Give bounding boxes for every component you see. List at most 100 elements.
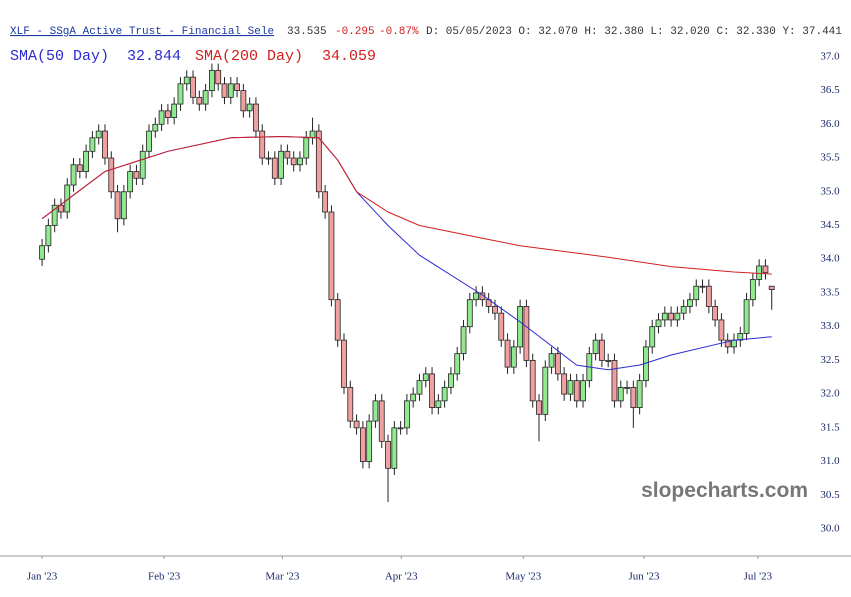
candle-body (724, 339, 731, 348)
candle-body (598, 339, 605, 361)
y-tick-label: 32.0 (820, 388, 840, 400)
candle-body (466, 299, 473, 328)
quote-details: D: 05/05/2023 O: 32.070 H: 32.380 L: 32.… (426, 26, 842, 38)
candle-body (699, 285, 706, 288)
candle-body (454, 353, 461, 375)
candle-body (83, 150, 90, 172)
candle-body (259, 130, 266, 159)
x-tick-label: May '23 (505, 571, 541, 583)
candle-body (102, 130, 108, 159)
candle-body (39, 245, 45, 260)
candle-body (523, 306, 530, 361)
candle-body (762, 265, 769, 274)
symbol-title[interactable]: XLF - SSgA Active Trust - Financial Sele (10, 26, 274, 38)
candle-body (328, 211, 335, 301)
candle-body (322, 191, 329, 213)
candle-body (315, 130, 322, 193)
candle-body (548, 353, 555, 368)
candle-body (378, 400, 385, 442)
sma200-value: 34.059 (322, 48, 376, 65)
sma-line (41, 135, 772, 371)
candle-body (76, 164, 83, 172)
sma50-value: 32.844 (127, 48, 181, 65)
x-tick-label: Jul '23 (744, 571, 773, 583)
candle-body (536, 400, 542, 415)
candle-body (45, 225, 52, 247)
candle-body (108, 157, 115, 193)
y-tick-label: 30.0 (820, 523, 840, 535)
candle-body (309, 130, 316, 139)
candle-body (359, 427, 366, 462)
candle-body (731, 339, 737, 348)
candle-body (334, 299, 341, 341)
y-tick-label: 37.0 (820, 50, 840, 62)
candle-body (139, 150, 146, 179)
candle-body (196, 96, 203, 105)
candle-body (385, 440, 391, 469)
candle-body (624, 386, 630, 389)
candle-body (668, 312, 674, 321)
candle-body (567, 380, 574, 395)
candle-body (749, 279, 756, 301)
candle-body (158, 110, 165, 125)
candle-body (693, 285, 700, 301)
candle-body (95, 130, 102, 139)
candle-body (284, 150, 291, 159)
candle-body (448, 373, 454, 388)
candle-body (114, 191, 121, 220)
quote-change: -0.295 (335, 26, 375, 38)
candle-body (221, 83, 228, 98)
y-tick-label: 31.0 (820, 455, 840, 467)
candle-body (674, 312, 681, 321)
candle-body (756, 265, 763, 280)
candle-body (177, 83, 184, 105)
candle-body (202, 90, 209, 105)
candle-body (70, 164, 77, 186)
candle-body (271, 157, 278, 179)
candle-body (617, 386, 624, 402)
candle-body (498, 312, 505, 341)
candle-body (592, 339, 599, 355)
x-tick-label: Apr '23 (385, 571, 418, 583)
candle-body (127, 171, 134, 193)
candle-body (504, 339, 511, 368)
x-tick-label: Jun '23 (629, 571, 661, 583)
candle-body (529, 359, 536, 402)
candle-body (542, 366, 549, 415)
y-tick-label: 33.0 (820, 320, 840, 332)
candle-body (768, 285, 775, 290)
candle-body (366, 420, 373, 462)
candle-body (718, 319, 725, 341)
candle-body (146, 130, 152, 152)
candle-body (473, 292, 479, 301)
candle-body (152, 123, 159, 132)
candle-body (89, 137, 96, 152)
candle-body (580, 380, 586, 402)
candle-body (290, 157, 297, 166)
candle-body (171, 103, 178, 118)
sma-line (41, 135, 772, 275)
candle-body (680, 306, 687, 314)
candle-body (51, 204, 58, 226)
candle-body (240, 90, 247, 112)
candle-body (183, 76, 190, 85)
candle-body (435, 400, 442, 409)
y-tick-label: 36.0 (820, 118, 840, 130)
quote-last: 33.535 (287, 26, 327, 38)
candle-body (573, 380, 580, 402)
candle-body (705, 285, 712, 307)
candle-body (133, 171, 140, 179)
candle-body (303, 137, 310, 159)
candle-body (492, 306, 498, 314)
candle-body (253, 103, 259, 132)
candle-body (372, 400, 379, 422)
y-tick-label: 35.0 (820, 185, 840, 197)
candle-body (391, 427, 398, 469)
candle-body (687, 299, 693, 307)
candle-body (517, 306, 524, 348)
candle-body (422, 373, 429, 382)
candle-body (460, 326, 467, 355)
candle-body (227, 83, 234, 98)
y-tick-label: 36.5 (820, 84, 840, 96)
